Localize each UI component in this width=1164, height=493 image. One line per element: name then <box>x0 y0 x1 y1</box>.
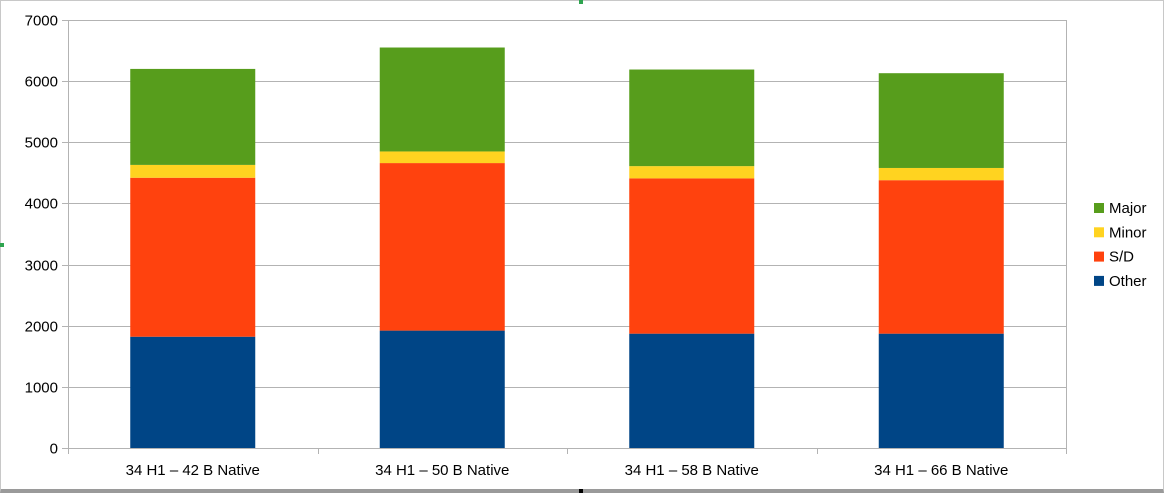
bar-other[interactable] <box>130 336 256 448</box>
legend: Major Minor S/D Other <box>1094 200 1147 290</box>
y-tick-label: 2000 <box>25 319 58 336</box>
bar-major[interactable] <box>130 68 256 165</box>
bar-other[interactable] <box>629 333 755 448</box>
selection-handle-bottom[interactable] <box>579 489 583 493</box>
y-tick-label: 4000 <box>25 196 58 213</box>
bar-minor[interactable] <box>379 151 505 164</box>
x-tick-label: 34 H1 – 50 B Native <box>375 462 509 479</box>
bar-other[interactable] <box>878 333 1004 448</box>
x-tick-label: 34 H1 – 66 B Native <box>874 462 1008 479</box>
bars <box>130 47 1004 448</box>
bar-major[interactable] <box>379 47 505 152</box>
bar-major[interactable] <box>878 73 1004 168</box>
bar-major[interactable] <box>629 69 755 167</box>
legend-swatch <box>1094 251 1104 262</box>
legend-label: Other <box>1109 273 1147 290</box>
y-tick-label: 0 <box>50 441 58 458</box>
selection-handle-top[interactable] <box>579 0 583 4</box>
bar-minor[interactable] <box>130 164 256 178</box>
bar-minor[interactable] <box>878 167 1004 181</box>
selection-handle-left[interactable] <box>0 243 4 247</box>
bar-other[interactable] <box>379 330 505 448</box>
bar-s-d[interactable] <box>629 178 755 334</box>
bar-s-d[interactable] <box>878 180 1004 334</box>
legend-swatch <box>1094 227 1104 238</box>
legend-label: Major <box>1109 200 1147 217</box>
y-tick-label: 1000 <box>25 380 58 397</box>
y-tick-label: 5000 <box>25 135 58 152</box>
y-tick-label: 3000 <box>25 258 58 275</box>
bar-minor[interactable] <box>629 166 755 179</box>
axes: 0 1000 2000 3000 4000 5000 6000 7000 34 H1 – 42 … <box>25 13 1067 479</box>
y-tick-label: 7000 <box>25 13 58 30</box>
legend-label: S/D <box>1109 249 1134 266</box>
legend-label: Minor <box>1109 224 1147 241</box>
bar-s-d[interactable] <box>379 163 505 331</box>
x-tick-label: 34 H1 – 42 B Native <box>126 462 260 479</box>
y-tick-label: 6000 <box>25 74 58 91</box>
x-tick-label: 34 H1 – 58 B Native <box>625 462 759 479</box>
legend-swatch <box>1094 275 1104 286</box>
bar-s-d[interactable] <box>130 177 256 337</box>
legend-swatch <box>1094 203 1104 213</box>
